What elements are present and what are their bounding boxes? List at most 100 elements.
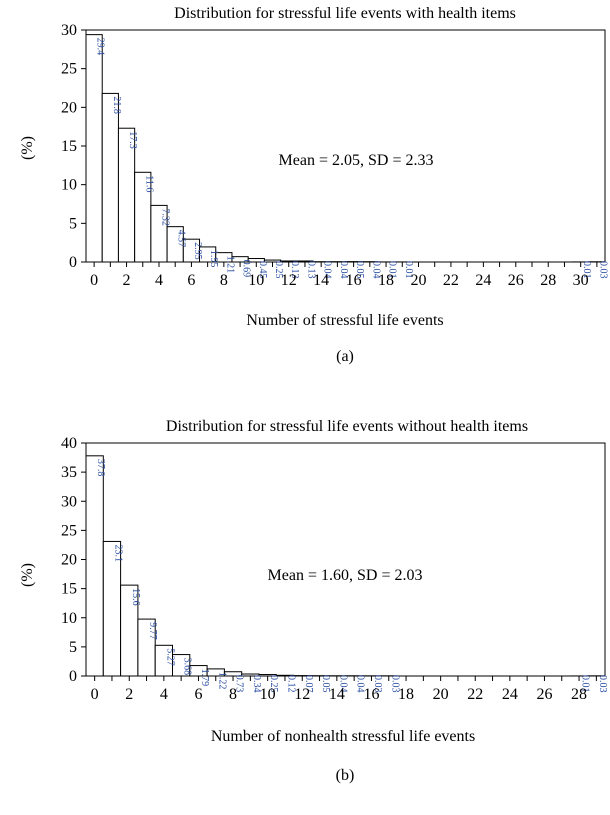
x-tick-label: 26	[508, 272, 524, 289]
data-label: 2.95	[192, 242, 203, 259]
y-tick-label: 30	[61, 22, 77, 39]
data-label: 0.01	[580, 675, 591, 693]
data-label: 0.13	[305, 261, 316, 279]
x-tick-label: 20	[433, 686, 449, 703]
x-tick-label: 12	[294, 686, 310, 703]
y-tick-label: 5	[69, 215, 77, 232]
chart-b-data-labels: 37.8 23.1 15.6 9.77 5.27 3.68 1.79 1.22 0.73 0.34…	[95, 459, 608, 693]
x-tick-label: 30	[573, 272, 589, 289]
data-label: 0.03	[389, 675, 400, 693]
data-label: 0.45	[257, 261, 268, 279]
y-tick-label: 25	[61, 61, 77, 78]
chart-b-x-ticks: 0 2 4 6 8 10 12 14 16 18 20 22 24 26 28	[91, 676, 597, 703]
x-tick-label: 10	[248, 272, 264, 289]
x-tick-label: 18	[378, 272, 394, 289]
chart-panel-a: Distribution for stressful life events w…	[19, 5, 608, 365]
data-label: 11.6	[143, 175, 154, 192]
data-label: 5.27	[164, 648, 175, 666]
x-tick-label: 6	[187, 272, 195, 289]
x-tick-label: 0	[91, 686, 99, 703]
data-label: 0.25	[273, 261, 284, 279]
x-tick-label: 16	[346, 272, 362, 289]
y-tick-label: 35	[61, 464, 77, 481]
x-tick-label: 22	[443, 272, 459, 289]
data-label: 9.77	[147, 622, 158, 640]
chart-b-annotation: Mean = 1.60, SD = 2.03	[268, 567, 423, 584]
chart-a-data-labels: 29.4 21.8 17.3 11.6 7.32 4.57 2.95 1.95 1.21 0.69…	[95, 38, 609, 279]
data-label: 0.05	[320, 675, 331, 693]
x-tick-label: 12	[281, 272, 297, 289]
y-tick-label: 10	[61, 177, 77, 194]
data-label: 0.03	[597, 675, 608, 693]
chart-a-bars	[85, 34, 606, 263]
x-tick-label: 24	[475, 272, 491, 289]
data-label: 1.95	[208, 250, 219, 267]
data-label: 0.34	[251, 675, 262, 693]
data-label: 1.21	[224, 256, 235, 274]
x-tick-label: 4	[160, 686, 168, 703]
chart-b-panel-label: (b)	[336, 767, 355, 784]
x-tick-label: 14	[329, 686, 345, 703]
x-tick-label: 2	[123, 272, 131, 289]
data-label: 0.07	[303, 675, 314, 693]
chart-a-y-axis-label: (%)	[19, 136, 36, 160]
y-tick-label: 0	[69, 254, 77, 271]
x-tick-label: 26	[536, 686, 552, 703]
x-tick-label: 20	[410, 272, 426, 289]
data-label: 0.73	[234, 675, 245, 693]
data-label: 0.03	[597, 261, 608, 279]
data-label: 0.03	[372, 675, 383, 693]
data-label: 0.69	[241, 260, 252, 278]
data-label: 0.13	[289, 261, 300, 279]
chart-a-y-ticks: 0 5 10 15 20 25 30	[61, 22, 86, 271]
x-tick-label: 28	[540, 272, 556, 289]
x-tick-label: 18	[398, 686, 414, 703]
y-tick-label: 0	[69, 668, 77, 685]
chart-a-x-ticks: 0 2 4 6 8 10 12 14 16 18 20 22 24 26 28 30	[90, 262, 598, 289]
y-tick-label: 10	[61, 610, 77, 627]
x-tick-label: 6	[194, 686, 202, 703]
chart-a-annotation: Mean = 2.05, SD = 2.33	[279, 152, 434, 169]
x-tick-label: 22	[467, 686, 483, 703]
data-label: 0.04	[322, 261, 333, 279]
data-label: 21.8	[111, 96, 122, 114]
data-label: 17.3	[127, 131, 138, 149]
y-tick-label: 15	[61, 581, 77, 598]
y-tick-label: 40	[61, 435, 77, 452]
y-tick-label: 20	[61, 99, 77, 116]
data-label: 3.68	[182, 658, 193, 676]
chart-b-x-axis-label: Number of nonhealth stressful life event…	[211, 728, 475, 745]
data-label: 0.04	[337, 675, 348, 693]
chart-b-y-ticks: 0 5 10 15 20 25 30 35 40	[61, 435, 86, 685]
data-label: 0.25	[268, 675, 279, 693]
data-label: 15.6	[130, 588, 141, 606]
data-label: 1.79	[199, 669, 210, 687]
data-label: 0.01	[403, 261, 414, 279]
bar	[85, 34, 103, 263]
data-label: 37.8	[95, 459, 106, 477]
y-tick-label: 20	[61, 552, 77, 569]
data-label: 23.1	[112, 544, 123, 562]
x-tick-label: 4	[155, 272, 163, 289]
chart-b-axes	[85, 442, 606, 677]
x-tick-label: 16	[363, 686, 379, 703]
data-label: 0.04	[370, 261, 381, 279]
x-tick-label: 8	[220, 272, 228, 289]
x-tick-label: 0	[90, 272, 98, 289]
chart-b-y-axis-label: (%)	[19, 563, 36, 587]
y-tick-label: 30	[61, 493, 77, 510]
bar	[85, 455, 104, 677]
chart-b-bars	[85, 455, 606, 677]
x-tick-label: 14	[313, 272, 329, 289]
y-tick-label: 25	[61, 522, 77, 539]
data-label: 7.32	[159, 208, 170, 226]
x-tick-label: 2	[125, 686, 133, 703]
data-label: 0.04	[338, 261, 349, 279]
data-label: 0.04	[355, 675, 366, 693]
chart-a-panel-label: (a)	[336, 348, 354, 365]
y-tick-label: 15	[61, 138, 77, 155]
data-label: 4.57	[176, 230, 187, 248]
data-label: 1.22	[216, 672, 227, 690]
data-label: 0.05	[354, 261, 365, 279]
